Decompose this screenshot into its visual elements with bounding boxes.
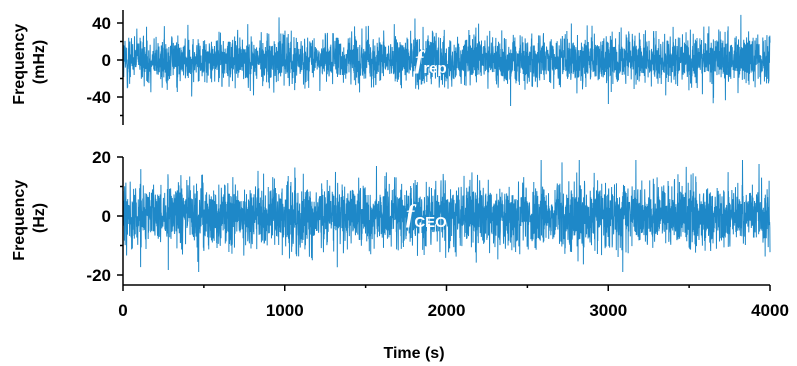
y-tick-label: 0 bbox=[102, 207, 111, 226]
x-tick-label: 3000 bbox=[589, 301, 627, 320]
y-tick-label: 0 bbox=[102, 51, 111, 70]
x-tick-label: 2000 bbox=[428, 301, 466, 320]
x-axis-title: Time (s) bbox=[383, 345, 444, 362]
y-tick-label: -20 bbox=[86, 266, 111, 285]
x-tick-label: 0 bbox=[118, 301, 127, 320]
frep-y-title: Frequency (mHz) bbox=[11, 19, 48, 104]
fceo-trace bbox=[122, 159, 771, 273]
panel-frep: -40 0 40 frep Frequency (mHz) bbox=[11, 10, 771, 125]
y-tick-label: -40 bbox=[86, 88, 111, 107]
frep-label: frep bbox=[415, 47, 447, 77]
panel-fceo: -20 0 20 0 1000 2000 3000 4000 fCEO Frequency … bbox=[11, 148, 789, 362]
fceo-label: fCEO bbox=[406, 201, 447, 231]
x-tick-label: 4000 bbox=[751, 301, 789, 320]
frep-trace bbox=[122, 14, 771, 107]
x-ticks: 0 1000 2000 3000 4000 bbox=[118, 285, 789, 320]
x-tick-label: 1000 bbox=[266, 301, 304, 320]
y-tick-label: 20 bbox=[92, 148, 111, 167]
frep-y-ticks: -40 0 40 bbox=[86, 14, 123, 117]
fceo-y-title: Frequency (Hz) bbox=[11, 175, 48, 260]
fceo-y-ticks: -20 0 20 bbox=[86, 148, 123, 285]
y-tick-label: 40 bbox=[92, 14, 111, 33]
